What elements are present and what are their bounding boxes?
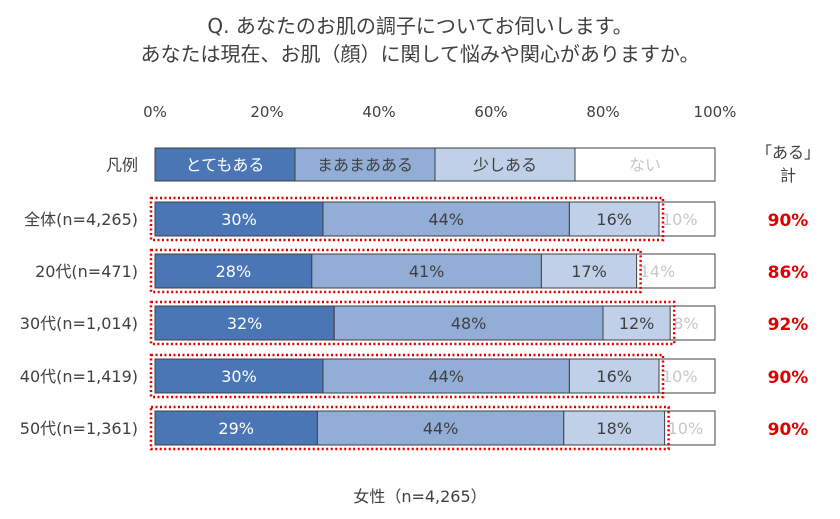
chart-title-line2: あなたは現在、お肌（顔）に関して悩みや関心がありますか。 bbox=[140, 42, 700, 66]
highlight-box bbox=[149, 353, 665, 399]
bar-value-label: 10% bbox=[668, 419, 704, 438]
bar-value-label: 29% bbox=[218, 419, 254, 438]
bar-value-label: 10% bbox=[662, 210, 698, 229]
row-total: 90% bbox=[768, 368, 809, 388]
bar-segment bbox=[154, 305, 335, 341]
x-tick-label: 60% bbox=[474, 103, 507, 121]
legend-entry: とてもある bbox=[186, 156, 265, 175]
bar-value-label: 10% bbox=[662, 367, 698, 386]
highlight-box bbox=[149, 300, 676, 346]
bar-value-label: 18% bbox=[596, 419, 632, 438]
legend-entry: まあまあある bbox=[317, 156, 413, 175]
bar-value-label: 14% bbox=[640, 262, 676, 281]
bar-segment bbox=[154, 201, 324, 237]
bar-value-label: 16% bbox=[596, 210, 632, 229]
bar-value-label: 30% bbox=[221, 210, 257, 229]
legend-entry: ない bbox=[629, 156, 661, 175]
x-tick-label: 100% bbox=[694, 103, 737, 121]
bar-segment bbox=[154, 253, 313, 289]
bar-segment bbox=[563, 410, 666, 446]
highlight-box bbox=[149, 405, 670, 451]
bar-value-label: 8% bbox=[673, 314, 698, 333]
legend-row-label: 凡例 bbox=[106, 156, 138, 175]
row-total: 92% bbox=[768, 315, 809, 335]
row-label: 40代(n=1,419) bbox=[20, 367, 138, 386]
highlight-box bbox=[149, 196, 665, 242]
x-tick-label: 0% bbox=[143, 103, 167, 121]
row-label: 20代(n=471) bbox=[35, 262, 138, 281]
x-tick-label: 80% bbox=[586, 103, 619, 121]
row-total: 86% bbox=[768, 263, 809, 283]
bar-value-label: 12% bbox=[619, 314, 655, 333]
bar-segment bbox=[602, 305, 671, 341]
row-total: 90% bbox=[768, 211, 809, 231]
bar-value-label: 30% bbox=[221, 367, 257, 386]
bar-segment bbox=[568, 201, 660, 237]
bar-segment bbox=[333, 305, 604, 341]
legend-swatch bbox=[154, 147, 296, 182]
bar-value-label: 41% bbox=[409, 262, 445, 281]
bar-segment bbox=[322, 358, 570, 394]
chart-footer: 女性（n=4,265） bbox=[353, 487, 487, 506]
bar-value-label: 48% bbox=[451, 314, 487, 333]
chart-title-line1: Q. あなたのお肌の調子についてお伺いします。 bbox=[207, 14, 633, 38]
highlight-box bbox=[149, 248, 642, 294]
x-tick-label: 40% bbox=[362, 103, 395, 121]
bar-value-label: 32% bbox=[227, 314, 263, 333]
total-header: 計 bbox=[780, 166, 796, 185]
bar-value-label: 44% bbox=[428, 367, 464, 386]
bar-value-label: 44% bbox=[423, 419, 459, 438]
bar-segment bbox=[154, 358, 324, 394]
bar-value-label: 16% bbox=[596, 367, 632, 386]
bar-segment bbox=[322, 201, 570, 237]
bar-value-label: 44% bbox=[428, 210, 464, 229]
legend-entry: 少しある bbox=[473, 156, 537, 175]
bar-segment bbox=[540, 253, 638, 289]
bar-segment bbox=[154, 410, 318, 446]
row-label: 30代(n=1,014) bbox=[20, 314, 138, 333]
bar-segment bbox=[568, 358, 660, 394]
row-label: 50代(n=1,361) bbox=[20, 419, 138, 438]
bar-value-label: 17% bbox=[571, 262, 607, 281]
bar-segment bbox=[316, 410, 565, 446]
row-label: 全体(n=4,265) bbox=[24, 210, 138, 229]
bar-value-label: 28% bbox=[216, 262, 252, 281]
legend-swatch bbox=[574, 147, 716, 182]
x-tick-label: 20% bbox=[250, 103, 283, 121]
row-total: 90% bbox=[768, 420, 809, 440]
bar-segment bbox=[311, 253, 542, 289]
total-header: 「ある」 bbox=[756, 143, 820, 162]
